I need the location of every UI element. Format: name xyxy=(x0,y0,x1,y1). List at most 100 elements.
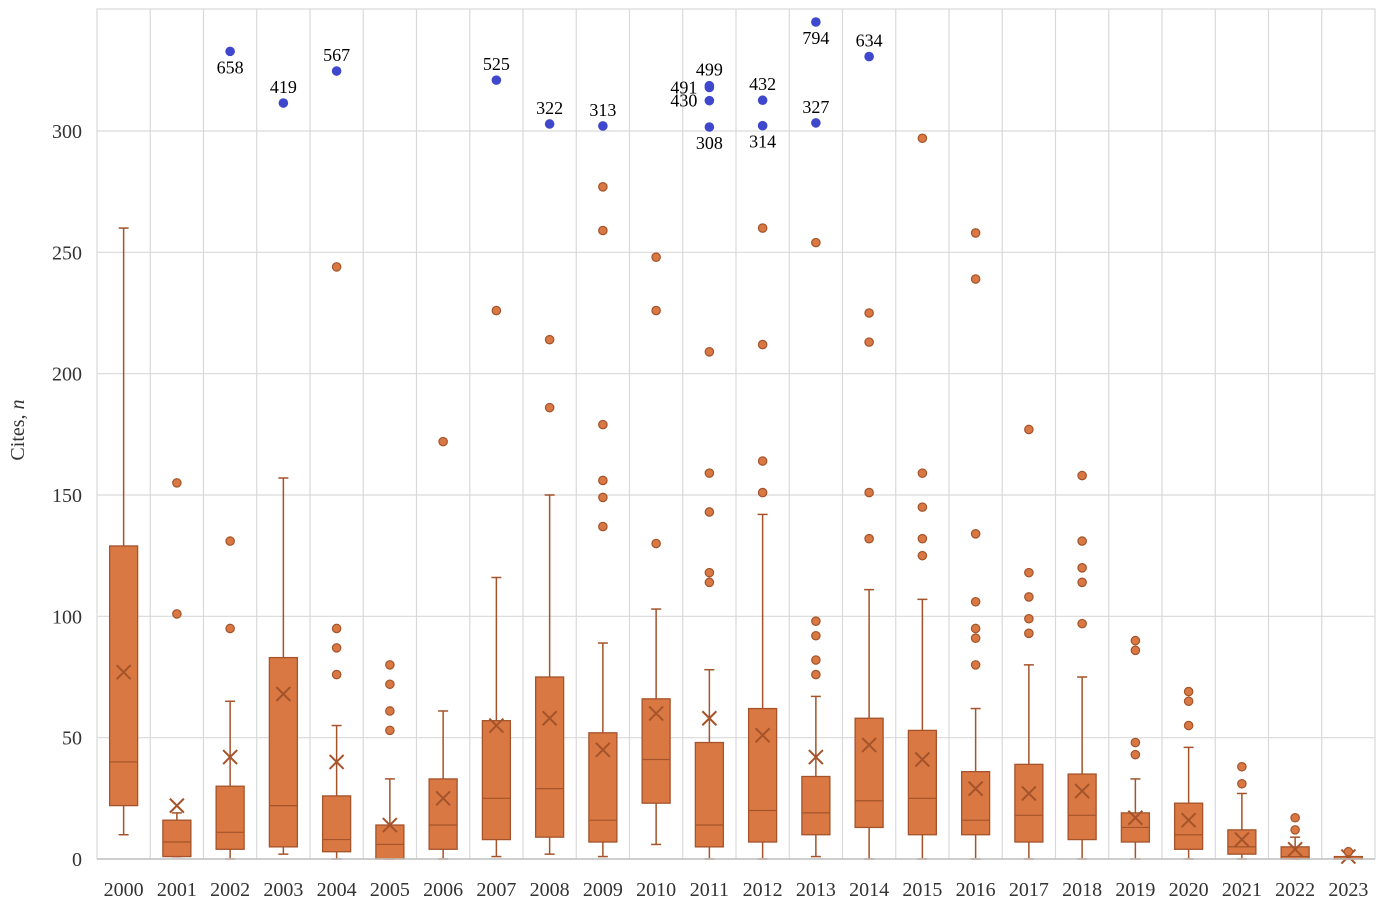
outlier-point xyxy=(491,305,502,316)
outlier-point xyxy=(651,538,661,549)
iqr-box xyxy=(162,819,192,858)
x-tick-label: 2001 xyxy=(157,879,197,901)
extreme-point xyxy=(491,75,502,85)
mean-marker xyxy=(967,780,984,797)
outlier-point xyxy=(704,507,715,517)
outlier-point xyxy=(864,533,874,544)
outlier-point xyxy=(385,660,395,670)
outlier-point xyxy=(1130,749,1141,760)
outlier-point xyxy=(385,725,395,736)
extreme-label: 432 xyxy=(749,74,776,94)
outlier-point xyxy=(757,487,768,498)
mean-marker xyxy=(701,710,718,726)
x-tick-label: 2002 xyxy=(210,879,250,901)
y-axis-label: Cites, n xyxy=(7,399,29,460)
iqr-box xyxy=(801,775,831,836)
outlier-point xyxy=(598,492,608,503)
x-tick-label: 2018 xyxy=(1062,879,1102,901)
iqr-box xyxy=(481,720,512,841)
mean-marker xyxy=(861,737,877,753)
outlier-point xyxy=(811,616,821,626)
x-tick-label: 2020 xyxy=(1169,879,1209,901)
extreme-point xyxy=(704,122,715,132)
y-tick-label: 50 xyxy=(62,728,82,750)
outlier-point xyxy=(1237,778,1247,789)
iqr-box xyxy=(907,729,938,836)
mean-marker xyxy=(1021,785,1037,802)
extreme-label: 525 xyxy=(483,54,510,74)
outlier-point xyxy=(970,660,981,670)
iqr-box xyxy=(108,545,139,807)
outlier-point xyxy=(1290,812,1300,823)
outlier-point xyxy=(1077,618,1087,629)
mean-marker xyxy=(328,754,345,770)
x-tick-label: 2016 xyxy=(956,879,996,901)
outlier-point xyxy=(757,456,768,466)
mean-marker xyxy=(115,664,132,680)
outlier-point xyxy=(651,305,661,316)
extreme-label: 308 xyxy=(696,133,723,153)
axes: 0 50 100 150 200 250 300 2000 2001 2002 2003 2004 20… xyxy=(52,121,1375,901)
extreme-point xyxy=(811,118,821,128)
outlier-point xyxy=(1024,424,1034,435)
extreme-point xyxy=(811,17,821,27)
outlier-point xyxy=(1343,846,1354,857)
extreme-label: 313 xyxy=(589,100,616,120)
iqr-box xyxy=(1173,802,1204,850)
outlier-point xyxy=(811,669,821,680)
outlier-point xyxy=(811,630,821,641)
x-tick-label: 2017 xyxy=(1009,879,1049,901)
extreme-point xyxy=(757,95,768,106)
outlier-point xyxy=(970,274,981,284)
outlier-point xyxy=(1024,628,1034,639)
box-series xyxy=(108,133,1364,865)
outlier-point xyxy=(757,223,768,233)
outlier-point xyxy=(970,529,981,539)
outlier-point xyxy=(1077,577,1087,588)
extreme-point xyxy=(864,51,874,62)
x-tick-label: 2003 xyxy=(263,879,303,901)
outlier-point xyxy=(331,262,342,272)
outlier-point xyxy=(1183,686,1194,697)
mean-marker xyxy=(1180,812,1197,828)
outlier-point xyxy=(970,633,981,643)
iqr-box xyxy=(960,770,991,836)
mean-marker xyxy=(169,797,185,814)
extreme-label: 634 xyxy=(856,31,883,51)
outlier-point xyxy=(331,669,342,680)
outlier-point xyxy=(1183,720,1194,731)
outlier-point xyxy=(917,533,928,544)
y-axis-label-text: Cites, xyxy=(7,409,29,460)
iqr-box xyxy=(268,656,299,848)
mean-marker xyxy=(488,717,505,734)
x-tick-label: 2012 xyxy=(743,879,783,901)
outlier-point xyxy=(544,402,555,413)
mean-marker xyxy=(222,749,238,765)
iqr-box xyxy=(854,717,884,829)
extreme-point xyxy=(278,98,289,108)
outlier-point xyxy=(1183,696,1194,707)
iqr-box xyxy=(694,741,725,848)
outlier-point xyxy=(1077,536,1087,546)
x-tick-label: 2006 xyxy=(423,879,463,901)
mean-marker xyxy=(1074,783,1090,799)
outlier-point xyxy=(438,436,448,447)
iqr-box xyxy=(375,824,405,860)
x-tick-label: 2010 xyxy=(636,879,676,901)
iqr-box xyxy=(321,795,352,853)
extreme-label: 430 xyxy=(670,91,697,111)
outlier-point xyxy=(172,609,182,619)
outlier-point xyxy=(1077,470,1087,481)
outlier-point xyxy=(970,623,981,634)
extreme-point xyxy=(757,120,768,131)
x-tick-label: 2011 xyxy=(690,879,729,901)
outlier-point xyxy=(1024,567,1034,578)
outlier-point xyxy=(598,475,608,486)
extreme-point xyxy=(544,119,555,129)
extreme-point xyxy=(225,46,235,57)
extreme-label: 794 xyxy=(802,28,829,48)
outlier-point xyxy=(1024,592,1034,602)
outlier-point xyxy=(864,487,874,498)
